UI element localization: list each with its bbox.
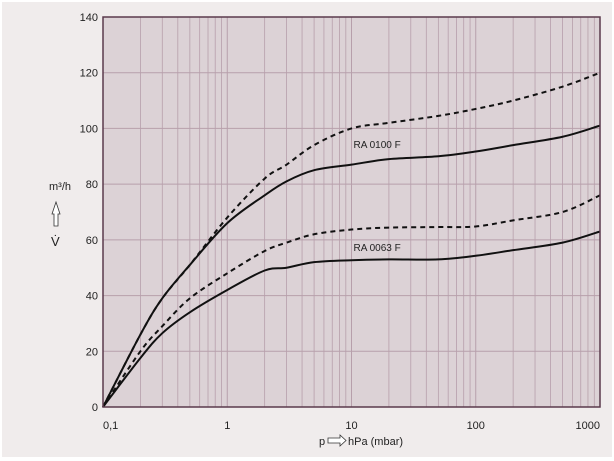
- x-tick-label: 100: [467, 420, 485, 432]
- curve-label: RA 0063 F: [354, 243, 401, 254]
- x-tick-label: 1000: [576, 420, 600, 432]
- y-tick-label: 140: [80, 12, 98, 24]
- y-tick-label: 120: [80, 68, 98, 80]
- y-tick-labels: 0 20 40 60 80 100 120 140: [80, 12, 98, 414]
- curve-label: RA 0100 F: [354, 140, 401, 151]
- y-tick-label: 0: [92, 402, 98, 414]
- right-arrow-icon: [327, 434, 347, 447]
- grid: [102, 16, 601, 408]
- x-axis-label: hPa (mbar): [348, 436, 403, 448]
- y-tick-label: 80: [86, 179, 98, 191]
- y-axis-symbol: V̇: [51, 234, 60, 249]
- y-tick-label: 20: [86, 346, 98, 358]
- y-tick-label: 100: [80, 123, 98, 135]
- x-axis-prefix: p: [319, 436, 325, 448]
- series-line-4-solid: [102, 230, 601, 408]
- series-line-3-dashed: [102, 194, 601, 408]
- plot-frame: [102, 16, 601, 408]
- x-tick-labels: 0,1 1 10 100 1000: [103, 420, 600, 432]
- y-axis-unit: m³/h: [49, 181, 71, 193]
- up-arrow-icon: [51, 200, 61, 227]
- x-tick-label: 10: [345, 420, 357, 432]
- y-tick-label: 40: [86, 291, 98, 303]
- annotations: RA 0100 F RA 0063 F: [354, 140, 401, 254]
- x-tick-label: 1: [224, 420, 230, 432]
- x-tick-label: 0,1: [103, 420, 118, 432]
- y-tick-label: 60: [86, 235, 98, 247]
- series-lines: [102, 71, 601, 408]
- series-line-2-solid: [102, 124, 601, 408]
